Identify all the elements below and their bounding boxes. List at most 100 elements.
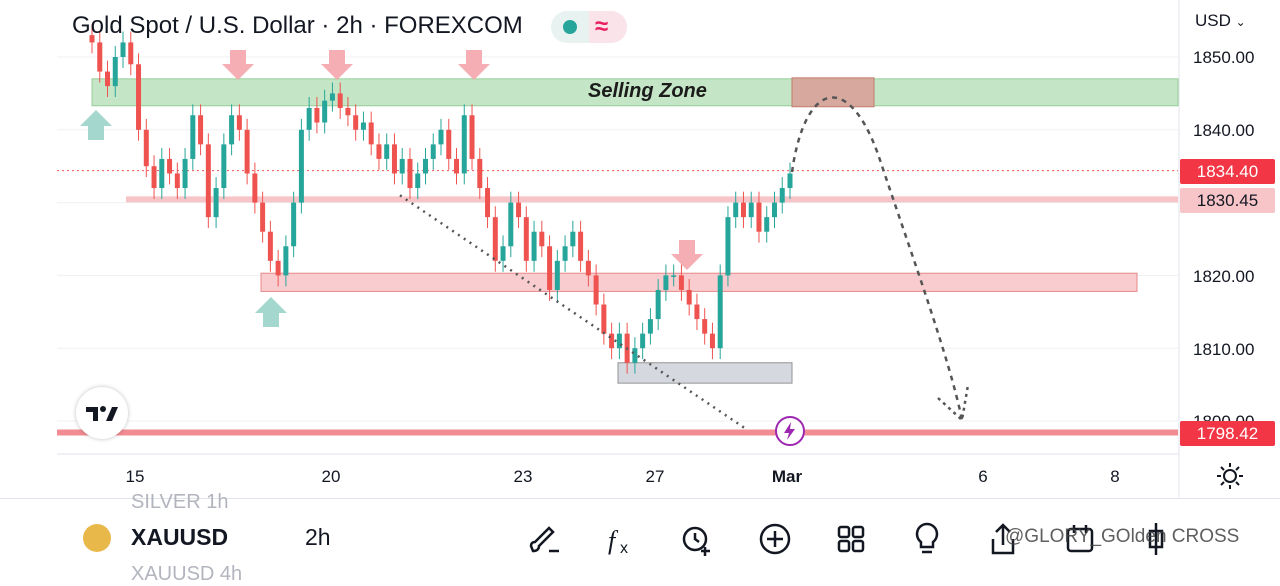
grid-icon[interactable]: [831, 519, 871, 559]
candle-settings-icon[interactable]: [1136, 519, 1176, 559]
candle-body: [663, 275, 669, 290]
brush-icon[interactable]: [525, 519, 565, 559]
candle-body: [151, 166, 157, 189]
currency-label: USD: [1195, 11, 1231, 30]
date-label: 6: [978, 467, 988, 486]
candle-body: [252, 173, 258, 203]
gold-coin-icon: [83, 524, 111, 552]
candle-body: [136, 64, 142, 130]
candle-body: [221, 144, 227, 189]
svg-text:f: f: [608, 526, 619, 555]
calendar-icon[interactable]: [1060, 519, 1100, 559]
chart-area[interactable]: Gold Spot / U.S. Dollar · 2h · FOREXCOM …: [0, 0, 1280, 500]
candle-body: [585, 260, 591, 276]
candle-body: [213, 188, 219, 218]
current-price-badge: 1834.40: [1180, 159, 1275, 184]
lightning-event-icon[interactable]: [775, 416, 805, 446]
resistance-zone-box: [260, 272, 1138, 292]
candle-body: [360, 122, 366, 130]
candle-body: [446, 129, 452, 159]
live-dot-icon: [563, 20, 577, 34]
ghost-symbol-row: XAUUSD 4h: [131, 563, 243, 585]
candle-body: [601, 304, 607, 334]
candle-body: [787, 173, 793, 189]
candle-body: [516, 202, 522, 218]
candle-body: [407, 158, 413, 189]
chart-title[interactable]: Gold Spot / U.S. Dollar · 2h · FOREXCOM: [72, 12, 523, 39]
candle-body: [399, 158, 405, 174]
alarm-add-icon[interactable]: [677, 519, 717, 559]
timeframe-label[interactable]: 2h: [305, 524, 331, 550]
candle-body: [461, 115, 467, 174]
down-arrow-icon: [222, 50, 254, 80]
candle-body: [182, 158, 188, 189]
candle-body: [686, 289, 692, 305]
ghost-symbol-row: SILVER 1h: [131, 491, 229, 513]
candle-body: [353, 115, 359, 130]
candle-body: [306, 107, 312, 130]
candle-body: [547, 246, 553, 290]
lightbulb-icon[interactable]: [907, 519, 947, 559]
candle-body: [260, 202, 266, 232]
up-arrow-icon: [255, 297, 287, 327]
candle-body: [167, 158, 173, 174]
candle-body: [368, 122, 374, 145]
candle-body: [554, 260, 560, 290]
tradingview-logo-icon[interactable]: [76, 387, 128, 439]
candle-body: [647, 319, 653, 334]
candle-body: [314, 107, 320, 123]
candle-body: [616, 333, 622, 349]
candle-body: [771, 202, 777, 218]
candle-body: [562, 246, 568, 261]
date-label: 15: [125, 467, 145, 486]
currency-selector[interactable]: USD ⌄: [1195, 11, 1246, 31]
candle-body: [291, 202, 297, 247]
candle-body: [275, 260, 281, 276]
selling-zone-box: [91, 78, 1179, 107]
candle-body: [531, 231, 537, 261]
candle-body: [89, 35, 95, 43]
candle-body: [500, 246, 506, 261]
up-arrow-icon: [80, 110, 112, 140]
price-chart[interactable]: [0, 0, 1280, 500]
support-price-badge: 1798.42: [1180, 421, 1275, 446]
candle-body: [174, 173, 180, 189]
candle-body: [640, 333, 646, 349]
candle-body: [492, 217, 498, 261]
candle-body: [97, 42, 103, 72]
symbol-label[interactable]: XAUUSD: [131, 524, 229, 550]
candle-body: [159, 158, 165, 189]
chevron-down-icon: ⌄: [1235, 15, 1246, 29]
candle-body: [678, 275, 684, 290]
candle-body: [717, 275, 723, 349]
candle-body: [539, 231, 545, 247]
candle-body: [283, 246, 289, 276]
candle-body: [391, 144, 397, 174]
down-arrow-icon: [671, 240, 703, 270]
forecast-arrowhead: [937, 384, 970, 423]
candle-body: [415, 173, 421, 189]
candle-body: [694, 304, 700, 320]
candle-body: [190, 115, 196, 159]
candle-body: [578, 231, 584, 261]
candle-body: [764, 217, 770, 232]
candle-body: [345, 107, 351, 116]
candle-body: [632, 348, 638, 363]
candle-body: [236, 115, 242, 130]
candle-body: [229, 115, 235, 145]
forecast-curve: [790, 96, 964, 421]
down-arrow-icon: [321, 50, 353, 80]
settings-sun-icon[interactable]: [1216, 462, 1244, 490]
candle-body: [733, 202, 739, 218]
candle-body: [485, 188, 491, 218]
candle-body: [469, 115, 475, 159]
candle-body: [430, 144, 436, 159]
candle-body: [454, 158, 460, 174]
indicator-pill[interactable]: ≈: [551, 11, 627, 43]
candle-body: [143, 129, 149, 167]
share-icon[interactable]: [983, 519, 1023, 559]
plus-circle-icon[interactable]: [755, 519, 795, 559]
candle-body: [376, 144, 382, 159]
down-arrow-icon: [458, 50, 490, 80]
